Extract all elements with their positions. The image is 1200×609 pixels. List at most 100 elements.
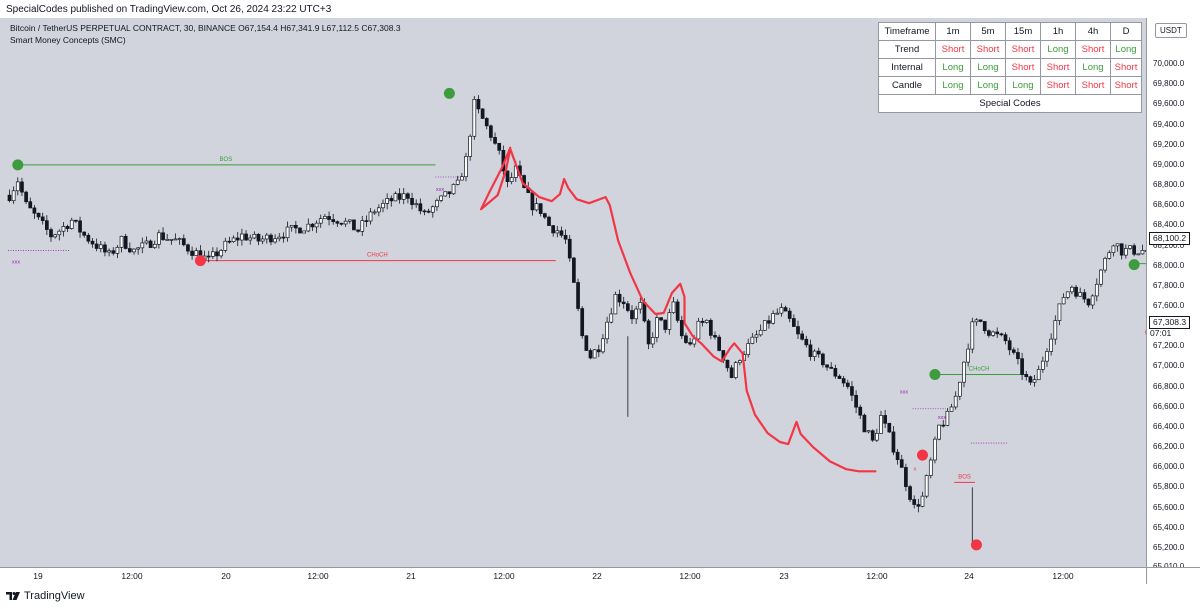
candle-up xyxy=(194,250,199,256)
candle-down xyxy=(995,331,1000,335)
candle-down xyxy=(999,333,1004,336)
candle-up xyxy=(360,220,365,232)
candle-down xyxy=(364,220,369,223)
candle-up xyxy=(1144,250,1146,252)
table-header-cell: 4h xyxy=(1075,22,1111,41)
candle-up xyxy=(1128,245,1132,249)
candle-down xyxy=(808,344,813,357)
candle-down xyxy=(310,223,315,228)
candle-up xyxy=(347,219,352,222)
candle-down xyxy=(982,321,987,332)
candle-down xyxy=(621,301,626,305)
price-tick: 69,000.0 xyxy=(1153,159,1185,169)
candle-down xyxy=(406,193,410,199)
candle-up xyxy=(1136,253,1141,256)
candle-up xyxy=(613,293,618,315)
candle-up xyxy=(605,321,609,340)
candle-down xyxy=(542,213,547,218)
candle-down xyxy=(123,235,128,249)
table-signal-cell: Long xyxy=(1075,58,1111,77)
indicator-legend[interactable]: Smart Money Concepts (SMC) xyxy=(10,35,126,45)
candle-up xyxy=(655,317,659,338)
swing-low-marker xyxy=(194,255,206,267)
candle-up xyxy=(738,360,742,364)
candle-up xyxy=(754,334,759,338)
candle-up xyxy=(1107,252,1112,259)
candle-down xyxy=(269,234,273,243)
candle-up xyxy=(372,211,377,214)
table-signal-cell: Short xyxy=(970,40,1006,59)
candle-down xyxy=(505,170,510,183)
symbol-legend[interactable]: Bitcoin / TetherUS PERPETUAL CONTRACT, 3… xyxy=(10,23,401,33)
candle-down xyxy=(389,198,394,202)
table-signal-cell: Short xyxy=(1005,58,1041,77)
price-tick: 68,800.0 xyxy=(1153,180,1185,190)
candle-down xyxy=(78,220,82,233)
candle-down xyxy=(298,227,302,234)
candle-down xyxy=(978,319,983,322)
candle-down xyxy=(659,317,663,321)
candle-up xyxy=(132,248,136,253)
candle-up xyxy=(115,247,120,254)
candle-down xyxy=(821,353,825,366)
annotation-label: xxx xyxy=(938,415,947,421)
price-tick: 66,400.0 xyxy=(1153,421,1185,431)
chart-plot[interactable]: BOSCHoCHCHoCHBOSBOSxxxxxxxxxxxxx xyxy=(0,18,1146,567)
candle-down xyxy=(244,233,248,241)
candle-up xyxy=(650,337,655,345)
price-axis[interactable]: USDT 70,000.0 69,800.0 69,600.0 69,400.0 69,… xyxy=(1146,18,1200,571)
price-tick: 65,800.0 xyxy=(1153,482,1185,492)
candle-down xyxy=(899,459,904,468)
candle-down xyxy=(941,424,946,427)
candle-up xyxy=(555,230,560,234)
candle-down xyxy=(584,335,589,351)
candle-up xyxy=(1099,269,1103,285)
swing-high-marker xyxy=(929,369,941,381)
candle-down xyxy=(1119,243,1124,256)
candle-up xyxy=(1070,286,1074,293)
candle-up xyxy=(1053,320,1058,340)
candle-down xyxy=(476,99,481,110)
candle-down xyxy=(841,378,846,384)
candle-up xyxy=(762,320,767,331)
candle-up xyxy=(601,338,605,353)
price-tick: 66,600.0 xyxy=(1153,401,1185,411)
candle-down xyxy=(1082,292,1087,300)
table-signal-cell: Long xyxy=(1040,40,1076,59)
current-price-label: 67,308.3 xyxy=(1149,316,1191,329)
candle-down xyxy=(256,233,261,242)
candle-up xyxy=(812,350,817,357)
candle-down xyxy=(352,219,356,231)
candle-down xyxy=(1003,334,1008,342)
candle-down xyxy=(688,342,692,345)
candle-down xyxy=(1020,358,1024,375)
candle-down xyxy=(397,193,402,200)
price-tick: 68,600.0 xyxy=(1153,200,1185,210)
price-tick: 65,200.0 xyxy=(1153,542,1185,552)
table-header-cell: D xyxy=(1110,22,1142,41)
footer: TradingView xyxy=(0,584,1200,609)
candle-down xyxy=(335,221,340,224)
table-signal-cell: Short xyxy=(1110,76,1142,95)
price-tick: 69,600.0 xyxy=(1153,99,1185,109)
candle-down xyxy=(422,210,427,213)
drawn-forecast-path xyxy=(480,146,877,473)
candle-up xyxy=(874,433,879,441)
candle-down xyxy=(800,333,805,340)
chart-pane[interactable]: BOSCHoCHCHoCHBOSBOSxxxxxxxxxxxxx Bitcoin… xyxy=(0,18,1146,567)
candle-up xyxy=(866,430,871,433)
currency-badge[interactable]: USDT xyxy=(1155,23,1187,38)
candle-up xyxy=(443,191,448,197)
candle-up xyxy=(211,251,215,257)
table-signal-cell: Long xyxy=(1110,40,1142,59)
time-axis[interactable]: 19 12:00 20 12:00 21 12:00 22 12:00 23 12:00 24 12:… xyxy=(0,567,1146,584)
price-tick: 69,800.0 xyxy=(1153,79,1185,89)
candle-down xyxy=(845,382,850,387)
candle-down xyxy=(684,335,688,343)
marker-price-label: 68,100.2 xyxy=(1149,232,1191,245)
candle-down xyxy=(206,255,211,258)
time-tick: 24 xyxy=(964,571,974,581)
price-tick: 67,800.0 xyxy=(1153,280,1185,290)
price-tick: 67,000.0 xyxy=(1153,361,1185,371)
candle-up xyxy=(966,348,971,363)
